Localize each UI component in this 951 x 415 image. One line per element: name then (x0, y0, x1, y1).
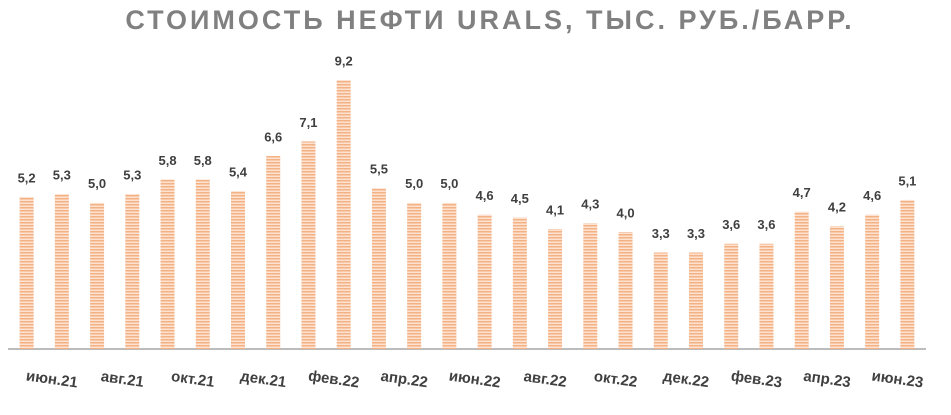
bar (19, 196, 34, 349)
value-label: 7,1 (299, 115, 317, 130)
x-tick-label: дек.21 (239, 368, 287, 391)
value-label: 5,0 (440, 176, 458, 191)
value-label: 4,0 (616, 205, 634, 220)
x-tick-label: дек.22 (662, 368, 710, 391)
value-label: 5,0 (88, 176, 106, 191)
bar (865, 214, 880, 349)
bar (125, 194, 140, 349)
bar (371, 188, 386, 349)
bar (794, 211, 809, 349)
value-label: 4,6 (863, 188, 881, 203)
value-label: 3,3 (687, 226, 705, 241)
value-label: 3,6 (757, 217, 775, 232)
x-tick-label: фев.22 (307, 367, 360, 391)
bar (653, 252, 668, 349)
bar (336, 80, 351, 349)
x-tick-label: окт.22 (593, 368, 639, 391)
x-tick-label: июн.23 (871, 367, 925, 391)
value-label: 4,6 (476, 188, 494, 203)
x-tick-label: июн.21 (25, 367, 79, 391)
value-label: 4,5 (511, 191, 529, 206)
x-tick-label: авг.22 (523, 368, 568, 391)
bar (583, 223, 598, 349)
bar (724, 243, 739, 349)
value-label: 5,0 (405, 176, 423, 191)
bar (195, 179, 210, 349)
value-label: 4,7 (793, 185, 811, 200)
bar (301, 141, 316, 349)
value-label: 4,3 (581, 197, 599, 212)
value-label: 5,2 (18, 170, 36, 185)
value-label: 5,3 (123, 167, 141, 182)
value-label: 5,5 (370, 162, 388, 177)
bar (759, 243, 774, 349)
value-label: 5,3 (53, 167, 71, 182)
bar (548, 229, 563, 349)
value-label: 5,8 (194, 153, 212, 168)
bar (477, 214, 492, 349)
bar (442, 202, 457, 349)
x-tick-label: апр.23 (802, 368, 851, 391)
value-label: 3,6 (722, 217, 740, 232)
bar (266, 156, 281, 349)
bar (900, 199, 915, 349)
bar (90, 202, 105, 349)
value-label: 4,1 (546, 203, 564, 218)
bar (407, 202, 422, 349)
value-label: 3,3 (652, 226, 670, 241)
value-label: 6,6 (264, 129, 282, 144)
x-tick-label: авг.21 (100, 368, 145, 391)
value-label: 5,1 (898, 173, 916, 188)
x-tick-label: окт.21 (170, 368, 216, 391)
bar (512, 217, 527, 349)
chart-title: СТОИМОСТЬ НЕФТИ URALS, ТЫС. РУБ./БАРР. (125, 5, 854, 35)
x-tick-label: апр.22 (380, 368, 429, 391)
bar (618, 232, 633, 349)
bar (231, 191, 245, 349)
bar (689, 252, 703, 349)
bar (829, 226, 844, 349)
bar (54, 194, 69, 349)
x-tick-label: июн.22 (448, 367, 502, 391)
value-label: 4,2 (828, 200, 846, 215)
value-label: 9,2 (335, 53, 353, 68)
x-tick-label: фев.23 (730, 367, 783, 391)
value-label: 5,4 (229, 165, 248, 180)
value-label: 5,8 (158, 153, 176, 168)
bar (160, 179, 175, 349)
